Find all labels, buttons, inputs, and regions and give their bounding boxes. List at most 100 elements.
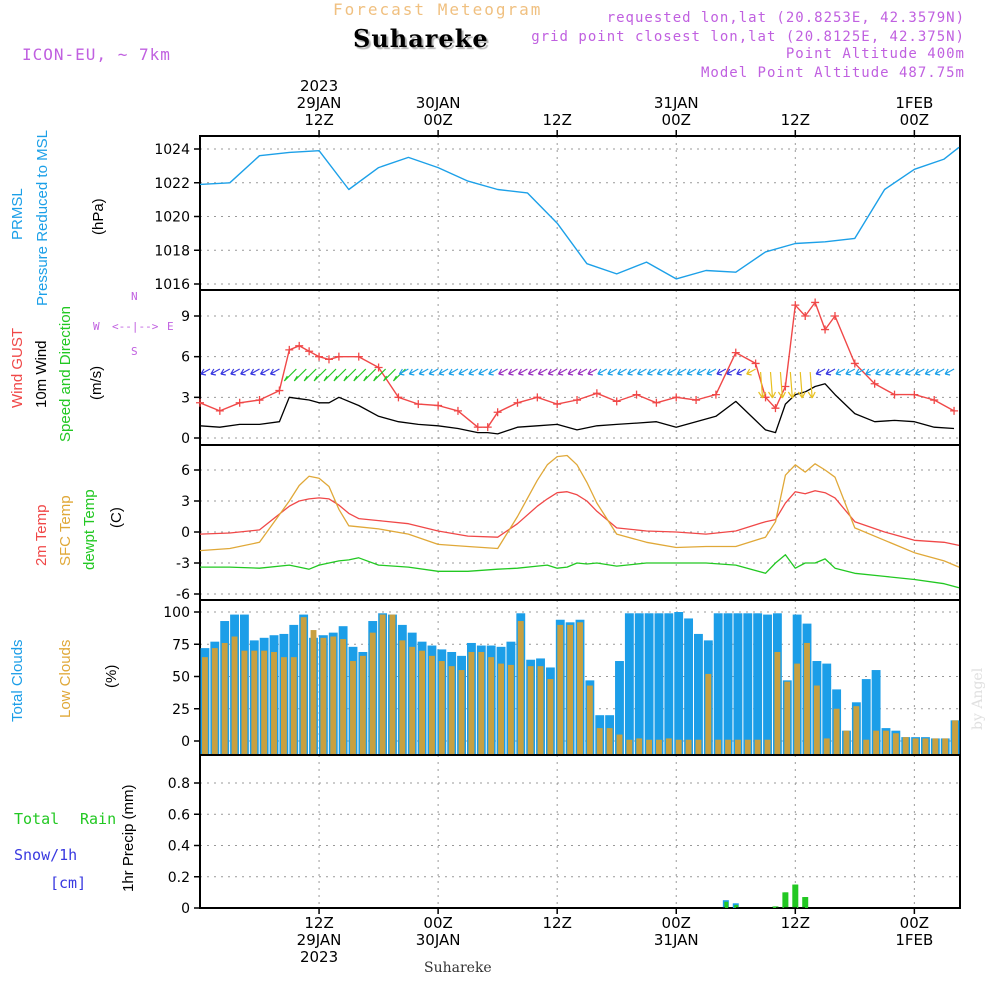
- low-cloud-bar: [606, 728, 613, 754]
- wind-direction-arrow: [716, 368, 727, 376]
- time-label-line: 00Z: [661, 111, 691, 129]
- wind-direction-arrow: [517, 368, 528, 376]
- y-tick-label: 50: [172, 670, 190, 686]
- low-cloud-bar: [478, 651, 485, 754]
- low-cloud-bar: [596, 728, 603, 754]
- wind-direction-arrow: [200, 368, 211, 376]
- precip-rain-bar: [773, 906, 778, 908]
- time-label-line: 12Z: [542, 111, 572, 129]
- total-cloud-bar: [624, 613, 634, 754]
- wind-direction-arrow: [408, 368, 419, 376]
- time-label: 2023 29JAN 12Z: [279, 78, 359, 129]
- gust-marker: [285, 345, 294, 354]
- low-cloud-bar: [527, 666, 534, 754]
- gust-marker: [801, 312, 810, 320]
- low-cloud-bar: [912, 738, 919, 754]
- wind-direction-arrow: [587, 368, 598, 376]
- low-cloud-bar: [892, 733, 899, 754]
- low-cloud-bar: [813, 685, 820, 754]
- wind-direction-arrow: [777, 371, 786, 399]
- y-tick-label: 0: [181, 431, 190, 447]
- gust-marker: [781, 382, 790, 391]
- low-cloud-bar: [251, 650, 258, 754]
- wind-direction-arrow: [313, 368, 327, 382]
- gust-marker: [295, 341, 304, 350]
- total-cloud-bar: [763, 614, 772, 754]
- compass-e: E: [167, 320, 174, 333]
- wind-direction-arrow: [438, 368, 449, 376]
- wind-direction-arrow: [468, 368, 479, 376]
- precip-rain-bar: [783, 892, 788, 908]
- wind-direction-arrow: [646, 368, 657, 376]
- wind-direction-arrow: [508, 368, 518, 376]
- time-label-line: 00Z: [661, 914, 691, 932]
- low-cloud-bar: [774, 651, 781, 754]
- wind-direction-arrow: [807, 371, 816, 399]
- wind-direction-arrow: [696, 368, 707, 376]
- y-tick-label: 0.2: [168, 870, 190, 886]
- panel-frame: [199, 289, 961, 446]
- y-tick-label: 0.8: [168, 776, 190, 792]
- wind-direction-arrow: [250, 368, 260, 376]
- low-cloud-bar: [863, 739, 870, 754]
- gust-marker: [394, 393, 403, 402]
- wind-direction-arrow: [392, 368, 406, 382]
- y-tick-label: -3: [176, 556, 190, 572]
- time-label-line: 00Z: [423, 914, 453, 932]
- gust-marker: [870, 379, 879, 388]
- gust-marker: [196, 398, 204, 407]
- time-label-line: 2023: [299, 948, 339, 966]
- wind-direction-arrow: [746, 368, 756, 376]
- compass-s: S: [131, 345, 138, 358]
- low-cloud-bar: [537, 666, 544, 754]
- wind-direction-arrow: [527, 368, 538, 376]
- low-cloud-bar: [271, 651, 277, 754]
- sfc-temp-line: [199, 454, 960, 568]
- low-cloud-bar: [952, 720, 958, 754]
- wind-direction-arrow: [353, 368, 367, 382]
- gust-marker: [811, 298, 820, 307]
- gust-marker: [950, 406, 959, 415]
- total-cloud-bar: [684, 618, 694, 754]
- low-cloud-bar: [369, 632, 376, 754]
- low-cloud-bar: [685, 739, 692, 754]
- low-cloud-bar: [261, 650, 268, 754]
- low-cloud-bar: [754, 739, 761, 754]
- wind-direction-arrow: [597, 368, 608, 376]
- low-cloud-bar: [636, 738, 643, 754]
- pressure-line: [199, 146, 960, 280]
- time-label-line: 00Z: [423, 111, 453, 129]
- low-cloud-bar: [340, 639, 347, 754]
- gust-marker: [315, 352, 324, 361]
- gust-marker: [215, 406, 224, 415]
- gust-marker: [354, 352, 363, 361]
- total-cloud-bar: [861, 679, 871, 754]
- time-label: 00Z 30JAN: [398, 915, 478, 949]
- low-cloud-bar: [764, 739, 771, 754]
- time-label-line: 12Z: [304, 111, 334, 129]
- precip-rain-bar: [724, 901, 729, 908]
- gust-marker: [821, 325, 830, 334]
- time-label-line: 00Z: [899, 914, 930, 932]
- time-label-line: 30JAN: [415, 94, 461, 112]
- low-cloud-bar: [221, 642, 228, 754]
- low-cloud-bar: [656, 739, 662, 754]
- wind-direction-arrow: [363, 368, 377, 382]
- wind-direction-arrow: [904, 368, 915, 376]
- wind-direction-arrow: [934, 368, 945, 376]
- wind-direction-arrow: [894, 368, 905, 376]
- low-cloud-bar: [725, 739, 731, 754]
- time-label: 12Z: [517, 112, 597, 129]
- time-label: 31JAN 00Z: [636, 95, 716, 129]
- y-tick-label: 0.6: [168, 807, 190, 823]
- wind-direction-arrow: [914, 368, 925, 376]
- wind-direction-arrow: [875, 368, 885, 376]
- gust-marker: [324, 355, 333, 364]
- wind-direction-arrow: [656, 368, 667, 376]
- gust-line: [199, 301, 955, 428]
- model-altitude: Model Point Altitude 487.75m: [700, 65, 965, 81]
- wind-direction-arrow: [557, 368, 568, 376]
- low-cloud-bar: [794, 663, 801, 754]
- wind-direction-arrow: [398, 368, 409, 376]
- time-label-line: 2023: [299, 77, 339, 95]
